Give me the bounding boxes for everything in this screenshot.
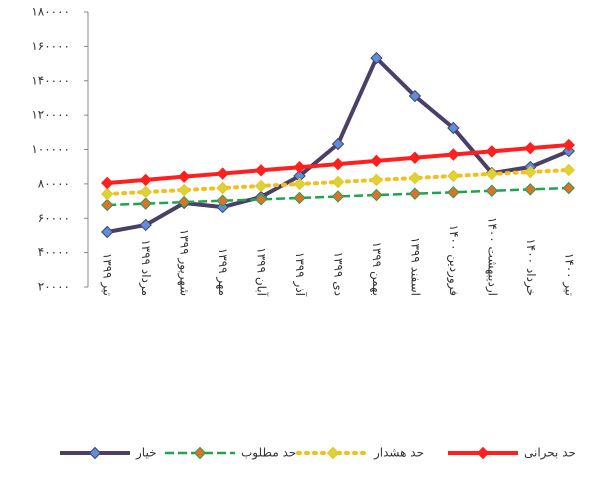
y-tick-label: ۱۴۰۰۰۰ [31,73,70,87]
data-point [177,195,191,209]
x-tick-label: تیر ۱۳۹۹ [100,253,115,296]
data-point [370,51,383,65]
data-point [101,176,114,190]
data-point [562,138,575,152]
data-point [408,151,422,164]
data-point [101,187,114,201]
y-tick-label: ۱۰۰۰۰۰ [31,142,70,156]
y-tick-label: ۴۰۰۰۰ [38,245,70,259]
data-point [485,145,499,158]
legend-marker [476,446,490,460]
data-point [370,188,383,202]
data-point [139,173,152,187]
x-tick-label: مرداد ۱۳۹۹ [138,239,153,296]
legend-label: حد بحرانی [524,446,576,461]
legend-marker [193,446,207,460]
data-point [139,197,152,210]
data-point [139,218,152,232]
data-point [101,225,114,239]
data-point [408,171,422,185]
data-point [524,141,537,155]
data-point [293,160,306,174]
data-point [485,184,499,197]
y-tick-label: ۶۰۰۰۰ [38,211,70,225]
data-point [331,157,345,171]
data-point [216,181,229,195]
data-point [101,198,114,212]
data-point [177,170,191,183]
data-point [331,175,345,189]
legend-marker [88,446,102,460]
data-point [370,173,383,187]
legend-label: حد مطلوب [241,446,296,461]
data-point [447,121,460,135]
x-tick-label: اردیبهشت ۱۴۰۰ [484,217,499,296]
data-point [177,183,191,197]
data-point [447,148,460,161]
data-point [293,177,306,191]
data-point [216,200,229,214]
data-point [485,167,499,181]
legend-marker [326,446,340,460]
data-point [293,191,306,205]
data-point [370,154,383,168]
x-tick-label: آبان ۱۳۹۹ [255,247,270,296]
data-point [254,164,268,177]
data-point [562,163,575,177]
data-point [408,187,422,200]
x-tick-label: دی ۱۳۹۹ [332,252,346,296]
legend-label: خیار [135,446,157,461]
data-point [524,165,537,179]
y-tick-label: ۱۶۰۰۰۰ [31,39,70,53]
x-tick-label: مهر ۱۳۹۹ [215,248,230,296]
y-tick-label: ۸۰۰۰۰ [38,176,70,190]
data-point [216,194,229,207]
data-point [331,190,345,203]
y-tick-label: ۲۰۰۰۰ [38,280,70,294]
y-tick-label: ۱۸۰۰۰۰ [31,5,70,19]
data-point [254,179,268,193]
x-tick-label: شهریور ۱۳۹۹ [177,229,192,296]
x-tick-label: اسفند ۱۳۹۹ [408,237,422,296]
data-point [216,167,229,180]
data-point [447,186,460,199]
data-point [562,181,575,195]
x-tick-label: آذر ۱۳۹۹ [292,252,308,297]
data-point [524,183,537,196]
data-point [408,89,422,103]
data-point [447,169,460,183]
data-point [139,185,152,199]
data-point [331,137,345,151]
x-tick-label: خرداد ۱۴۰۰ [523,238,538,296]
x-tick-label: فروردین ۱۴۰۰ [446,225,461,296]
y-tick-label: ۱۲۰۰۰۰ [31,108,70,122]
data-point [254,193,268,206]
x-tick-label: تیر ۱۴۰۰ [561,253,576,296]
legend-label: حد هشدار [373,446,424,461]
x-tick-label: بهمن ۱۳۹۹ [369,241,384,296]
